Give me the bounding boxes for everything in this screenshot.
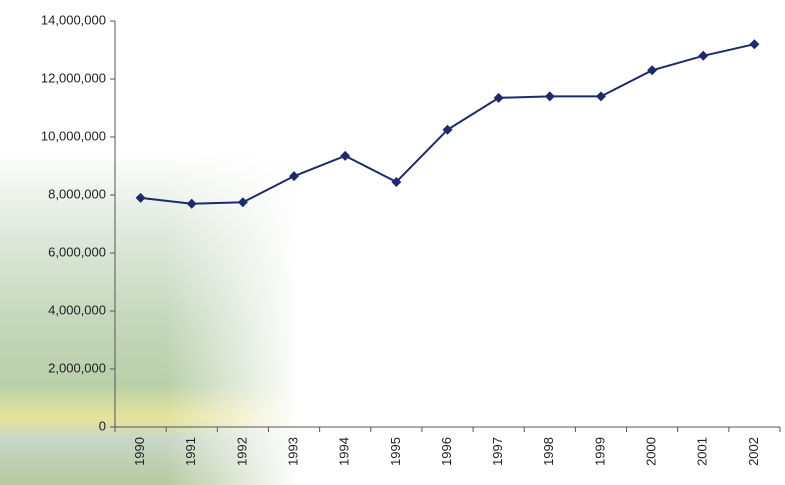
x-tick-label: 1995	[388, 437, 403, 466]
point-marker	[237, 197, 248, 208]
y-tick-label: 0	[99, 418, 106, 433]
y-tick-label: 6,000,000	[48, 244, 106, 259]
y-tick-label: 14,000,000	[41, 12, 106, 27]
point-marker	[340, 150, 351, 161]
x-tick-label: 1993	[285, 437, 300, 466]
x-tick-label: 1990	[132, 437, 147, 466]
y-tick-label: 4,000,000	[48, 302, 106, 317]
point-marker	[749, 39, 760, 50]
y-tick-label: 12,000,000	[41, 70, 106, 85]
x-tick-label: 1998	[541, 437, 556, 466]
point-marker	[595, 91, 606, 102]
point-marker	[544, 91, 555, 102]
point-marker	[391, 176, 402, 187]
y-tick-label: 8,000,000	[48, 186, 106, 201]
x-tick-label: 1994	[337, 437, 352, 466]
point-marker	[647, 65, 658, 76]
x-tick-label: 1996	[439, 437, 454, 466]
x-tick-label: 1992	[234, 437, 249, 466]
x-tick-label: 1999	[592, 437, 607, 466]
point-marker	[135, 192, 146, 203]
point-marker	[493, 92, 504, 103]
x-tick-label: 2000	[644, 437, 659, 466]
point-marker	[698, 50, 709, 61]
point-marker	[289, 171, 300, 182]
x-tick-label: 1997	[490, 437, 505, 466]
x-tick-label: 2001	[695, 437, 710, 466]
background-photo	[0, 150, 300, 485]
x-tick-label: 1991	[183, 437, 198, 466]
y-tick-label: 2,000,000	[48, 360, 106, 375]
point-marker	[442, 124, 453, 135]
point-marker	[186, 198, 197, 209]
x-tick-label: 2002	[746, 437, 761, 466]
y-tick-label: 10,000,000	[41, 128, 106, 143]
